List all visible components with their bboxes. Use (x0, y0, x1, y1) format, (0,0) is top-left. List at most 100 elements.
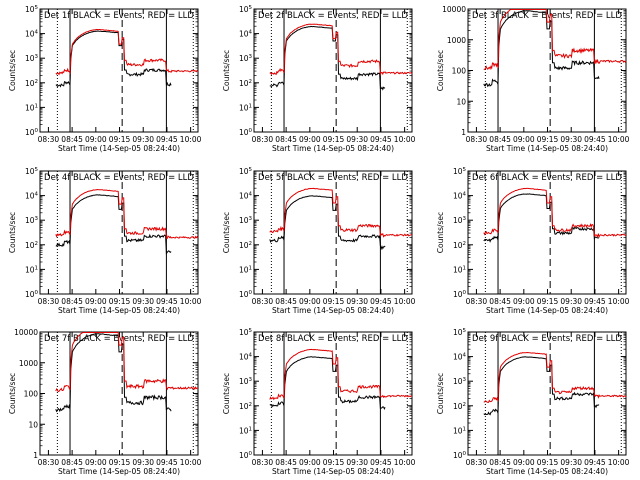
chart-title: Det 4f BLACK = Events, RED = LLD (44, 173, 194, 183)
x-tick-label: 08:30 (466, 297, 488, 306)
y-tick-label: 101 (25, 265, 38, 274)
y-tick-label: 100 (239, 290, 253, 299)
x-axis-label: Start Time (14-Sep-05 08:24:40) (58, 467, 180, 476)
y-axis-label: Counts/sec (436, 212, 445, 253)
chart-panel-8: Det 8f BLACK = Events, RED = LLD 100 101 10… (222, 328, 416, 476)
series-line-lld (483, 9, 627, 71)
x-tick-label: 08:45 (61, 135, 83, 144)
x-tick-label: 09:45 (584, 135, 606, 144)
x-tick-label: 09:45 (156, 458, 178, 467)
y-tick-label: 102 (25, 241, 38, 250)
series-line-lld (483, 351, 627, 403)
x-tick-label: 08:30 (252, 458, 274, 467)
x-tick-label: 09:45 (370, 458, 392, 467)
y-tick-label: 10 (28, 420, 38, 429)
x-tick-label: 10:00 (394, 135, 416, 144)
x-tick-label: 09:00 (513, 135, 535, 144)
plot-frame (467, 170, 627, 295)
x-tick-label: 09:30 (132, 297, 154, 306)
y-axis-label: Counts/sec (8, 50, 17, 91)
y-tick-label: 10000 (442, 5, 466, 14)
y-tick-label: 1 (33, 451, 38, 460)
chart-panel-1: Det 1f BLACK = Events, RED = LLD 100 101 10… (8, 5, 202, 153)
chart-title: Det 5f BLACK = Events, RED = LLD (258, 173, 408, 183)
x-tick-label: 09:15 (537, 135, 559, 144)
x-tick-label: 08:30 (252, 135, 274, 144)
x-tick-label: 09:00 (299, 135, 321, 144)
chart-title: Det 9f BLACK = Events, RED = LLD (472, 334, 622, 344)
x-tick-label: 08:45 (489, 135, 511, 144)
y-tick-label: 102 (239, 402, 252, 411)
x-tick-label: 09:15 (323, 458, 345, 467)
y-tick-label: 103 (239, 54, 253, 63)
x-axis-label: Start Time (14-Sep-05 08:24:40) (58, 144, 180, 153)
chart-panel-9: Det 9f BLACK = Events, RED = LLD 100 101 10… (436, 328, 630, 476)
x-tick-label: 08:30 (38, 297, 60, 306)
chart-title: Det 2f BLACK = Events, RED = LLD (258, 11, 408, 21)
x-tick-label: 08:30 (466, 135, 488, 144)
series-line-lld (55, 28, 199, 76)
y-tick-label: 100 (453, 290, 467, 299)
x-axis-label: Start Time (14-Sep-05 08:24:40) (58, 306, 180, 315)
y-tick-label: 101 (453, 426, 466, 435)
x-tick-label: 09:15 (323, 135, 345, 144)
x-tick-label: 09:15 (323, 297, 345, 306)
x-tick-label: 09:15 (537, 458, 559, 467)
x-tick-label: 09:30 (346, 458, 368, 467)
x-axis-label: Start Time (14-Sep-05 08:24:40) (272, 144, 394, 153)
y-axis-label: Counts/sec (222, 50, 231, 91)
x-axis-label: Start Time (14-Sep-05 08:24:40) (486, 467, 608, 476)
x-tick-label: 09:00 (513, 458, 535, 467)
x-tick-label: 08:45 (275, 297, 297, 306)
y-tick-label: 101 (239, 426, 252, 435)
series-line-lld (55, 332, 199, 393)
x-tick-label: 08:45 (61, 458, 83, 467)
x-tick-label: 10:00 (180, 297, 202, 306)
chart-title: Det 6f BLACK = Events, RED = LLD (472, 173, 622, 183)
chart-panel-5: Det 5f BLACK = Events, RED = LLD 100 101 10… (222, 167, 416, 315)
series-line-events (483, 10, 600, 88)
series-line-lld (269, 187, 413, 238)
y-tick-label: 104 (25, 30, 39, 39)
x-axis-label: Start Time (14-Sep-05 08:24:40) (272, 306, 394, 315)
series-line-events (483, 193, 600, 243)
y-tick-label: 101 (453, 265, 466, 274)
y-tick-label: 1000 (19, 359, 38, 368)
series-line-events (483, 356, 600, 416)
x-tick-label: 09:45 (584, 297, 606, 306)
x-tick-label: 09:15 (109, 297, 131, 306)
plot-frame (253, 331, 413, 456)
y-tick-label: 102 (239, 241, 252, 250)
chart-panel-4: Det 4f BLACK = Events, RED = LLD 100 101 10… (8, 167, 202, 315)
chart-panel-3: Det 3f BLACK = Events, RED = LLD 1 10 100 10… (436, 5, 630, 153)
x-tick-label: 09:30 (560, 297, 582, 306)
x-tick-label: 09:00 (513, 297, 535, 306)
x-tick-label: 08:45 (275, 458, 297, 467)
y-axis-label: Counts/sec (8, 373, 17, 414)
y-axis-label: Counts/sec (436, 50, 445, 91)
plot-frame (253, 170, 413, 295)
x-tick-label: 08:30 (38, 135, 60, 144)
x-tick-label: 09:00 (85, 135, 107, 144)
chart-title: Det 3f BLACK = Events, RED = LLD (472, 11, 622, 21)
x-tick-label: 09:00 (85, 297, 107, 306)
x-axis-label: Start Time (14-Sep-05 08:24:40) (486, 306, 608, 315)
y-axis-label: Counts/sec (222, 212, 231, 253)
chart-title: Det 1f BLACK = Events, RED = LLD (44, 11, 194, 21)
plot-frame (39, 8, 199, 133)
y-tick-label: 104 (453, 353, 467, 362)
x-tick-label: 10:00 (394, 458, 416, 467)
x-tick-label: 10:00 (608, 135, 630, 144)
x-tick-label: 09:00 (85, 458, 107, 467)
x-tick-label: 10:00 (394, 297, 416, 306)
chart-title: Det 7f BLACK = Events, RED = LLD (44, 334, 194, 344)
x-tick-label: 09:00 (299, 458, 321, 467)
chart-panel-2: Det 2f BLACK = Events, RED = LLD 100 101 10… (222, 5, 416, 153)
series-line-events (55, 333, 172, 413)
x-tick-label: 10:00 (608, 458, 630, 467)
y-tick-label: 100 (24, 390, 39, 399)
y-tick-label: 105 (239, 5, 253, 14)
x-axis-label: Start Time (14-Sep-05 08:24:40) (486, 144, 608, 153)
y-tick-label: 105 (453, 328, 467, 337)
